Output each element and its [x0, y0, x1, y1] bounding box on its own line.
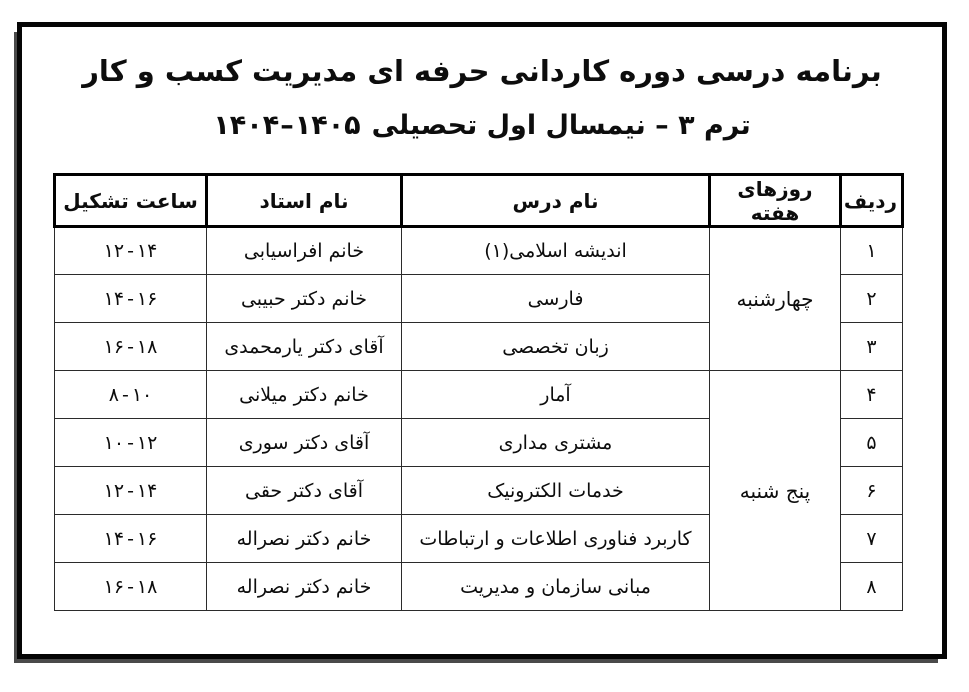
time-dash: - [127, 335, 134, 358]
time-cell: ۱۲ - ۱۴ [54, 466, 207, 515]
time-cell: ۱۶ - ۱۸ [54, 562, 207, 611]
schedule-row: ۱ چهارشنبه اندیشه اسلامی(۱) خانم افراسیا… [54, 226, 903, 371]
time-start: ۱۲ [103, 240, 125, 262]
time-end: ۱۸ [136, 575, 158, 598]
time-range: ۱۶ - ۱۸ [61, 336, 200, 358]
term-subtitle: ترم ۳ – نیمسال اول تحصیلی ۱۴۰۴ – ۱۴۰۵ [22, 110, 942, 141]
time-end: ۱۴ [136, 240, 158, 262]
row-number-cell: ۸ [840, 562, 903, 611]
time-start: ۱۴ [103, 527, 125, 550]
weekday-merged-cell-thursday: پنج شنبه [709, 370, 841, 611]
time-dash: - [127, 479, 134, 502]
time-range: ۱۴ - ۱۶ [61, 288, 200, 310]
header-cell-course: نام درس [400, 173, 711, 228]
instructor-cell: خانم افراسیابی [206, 226, 402, 275]
time-cell: ۱۶ - ۱۸ [54, 322, 207, 371]
schedule-row: ۶ خدمات الکترونیک آقای دکتر حقی ۱۲ - ۱۴ [54, 466, 903, 515]
time-end: ۱۴ [136, 479, 158, 502]
time-start: ۱۲ [103, 479, 125, 502]
instructor-cell: خانم دکتر نصراله [206, 562, 402, 611]
time-dash: - [127, 240, 134, 262]
header-cell-weekday: روزهای هفته [708, 173, 842, 228]
time-cell: ۱۰ - ۱۲ [54, 418, 207, 467]
time-dash: - [121, 383, 129, 406]
time-start: ۱۴ [103, 287, 125, 310]
schedule-row: ۵ مشتری مداری آقای دکتر سوری ۱۰ - ۱۲ [54, 418, 903, 467]
time-range: ۱۰ - ۱۲ [61, 432, 200, 454]
row-number-cell: ۳ [840, 322, 903, 371]
course-name-cell: مبانی سازمان و مدیریت [401, 562, 710, 611]
header-cell-row-number: ردیف [839, 173, 904, 228]
schedule-row: ۳ زبان تخصصی آقای دکتر یارمحمدی ۱۶ - ۱۸ [54, 322, 903, 371]
schedule-row: ۲ فارسی خانم دکتر حبیبی ۱۴ - ۱۶ [54, 274, 903, 323]
academic-year-end: ۱۴۰۵ [294, 110, 361, 142]
header-cell-time: ساعت تشکیل [53, 173, 208, 228]
academic-year-start: ۱۴۰۴ [213, 110, 280, 142]
academic-year-separator: – [280, 110, 294, 142]
header-cell-instructor: نام استاد [205, 173, 403, 228]
time-cell: ۱۲ - ۱۴ [54, 226, 207, 275]
instructor-cell: خانم دکتر نصراله [206, 514, 402, 563]
row-number-cell: ۲ [840, 274, 903, 323]
time-start: ۱۰ [103, 431, 125, 454]
schedule-row: ۷ کاربرد فناوری اطلاعات و ارتباطات خانم … [54, 514, 903, 563]
time-end: ۱۸ [136, 335, 158, 358]
time-end: ۱۰ [131, 383, 153, 406]
time-range: ۱۴ - ۱۶ [61, 528, 200, 550]
course-name-cell: خدمات الکترونیک [401, 466, 710, 515]
time-range: ۱۲ - ۱۴ [61, 480, 200, 502]
time-cell: ۱۴ - ۱۶ [54, 514, 207, 563]
time-range: ۱۶ - ۱۸ [61, 576, 200, 598]
course-name-cell: مشتری مداری [401, 418, 710, 467]
document-border-frame: برنامه درسی دوره کاردانی حرفه ای مدیریت … [17, 22, 947, 659]
row-number-cell: ۷ [840, 514, 903, 563]
document-title: برنامه درسی دوره کاردانی حرفه ای مدیریت … [82, 54, 882, 88]
academic-year-range: ۱۴۰۴ – ۱۴۰۵ [213, 110, 360, 141]
term-subtitle-text: ترم ۳ – نیمسال اول تحصیلی [371, 110, 751, 142]
course-name-cell: کاربرد فناوری اطلاعات و ارتباطات [401, 514, 710, 563]
time-dash: - [127, 575, 134, 598]
time-start: ۱۶ [103, 335, 125, 358]
schedule-row: ۸ مبانی سازمان و مدیریت خانم دکتر نصراله… [54, 562, 903, 611]
row-number-cell: ۶ [840, 466, 903, 515]
schedule-row: ۴ پنج شنبه آمار خانم دکتر میلانی ۸ - ۱۰ [54, 370, 903, 611]
instructor-cell: آقای دکتر حقی [206, 466, 402, 515]
time-range: ۱۲ - ۱۴ [61, 240, 200, 262]
row-number-cell: ۵ [840, 418, 903, 467]
time-cell: ۱۴ - ۱۶ [54, 274, 207, 323]
instructor-cell: خانم دکتر حبیبی [206, 274, 402, 323]
time-start: ۱۶ [103, 575, 125, 598]
course-name-cell: زبان تخصصی [401, 322, 710, 371]
course-name-cell: آمار [401, 370, 710, 419]
time-dash: - [127, 527, 134, 550]
weekday-merged-cell-wednesday: چهارشنبه [709, 226, 841, 371]
time-cell: ۸ - ۱۰ [54, 370, 207, 419]
time-range: ۸ - ۱۰ [61, 384, 200, 406]
schedule-table: ردیف روزهای هفته نام درس نام استاد ساعت … [53, 173, 904, 611]
time-end: ۱۲ [136, 431, 158, 454]
instructor-cell: خانم دکتر میلانی [206, 370, 402, 419]
time-end: ۱۶ [136, 527, 158, 550]
time-end: ۱۶ [136, 287, 158, 310]
instructor-cell: آقای دکتر یارمحمدی [206, 322, 402, 371]
row-number-cell: ۱ [840, 226, 903, 275]
time-dash: - [127, 287, 134, 310]
instructor-cell: آقای دکتر سوری [206, 418, 402, 467]
schedule-header-row: ردیف روزهای هفته نام درس نام استاد ساعت … [53, 173, 904, 228]
time-dash: - [127, 431, 134, 454]
course-name-cell: فارسی [401, 274, 710, 323]
row-number-cell: ۴ [840, 370, 903, 419]
time-start: ۸ [108, 383, 119, 406]
course-name-cell: اندیشه اسلامی(۱) [401, 226, 710, 275]
